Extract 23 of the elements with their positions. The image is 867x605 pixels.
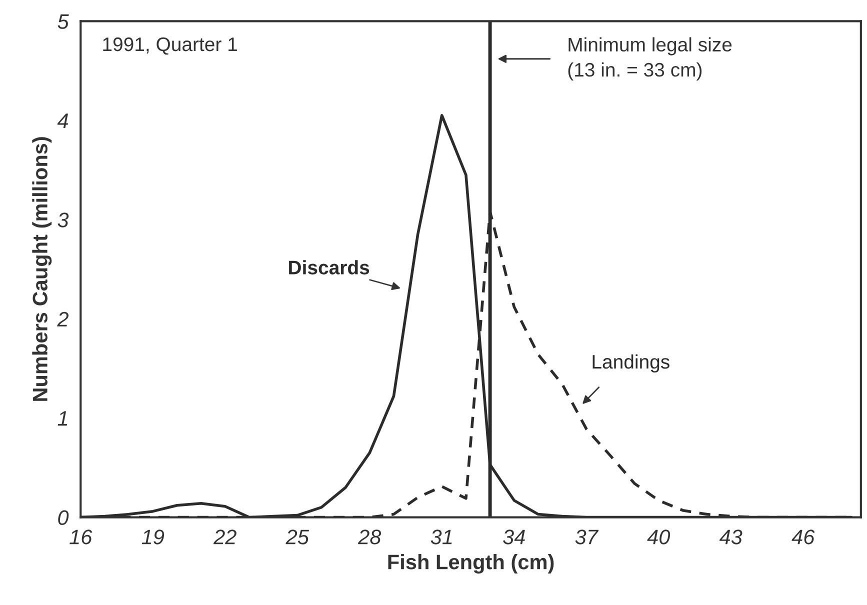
y-tick-label: 1 — [58, 411, 68, 426]
y-tick-label: 5 — [58, 14, 69, 29]
text: Discards — [289, 260, 370, 274]
x-tick-label: 43 — [719, 530, 742, 544]
x-tick-label: 34 — [503, 530, 525, 544]
x-tick-label: 28 — [358, 530, 382, 544]
y-axis-title: Numbers Caught (millions) — [32, 137, 52, 401]
x-tick-label: 31 — [430, 530, 452, 544]
x-axis-title: Fish Length (cm) — [388, 554, 554, 574]
y-tick-label: 0 — [58, 510, 69, 526]
annotation: 1991, Quarter 1 — [103, 37, 237, 55]
y-tick-label: 3 — [58, 212, 69, 228]
x-tick-label: 37 — [575, 530, 599, 544]
y-tick-label: 2 — [57, 312, 69, 326]
x-tick-label: 40 — [647, 530, 670, 544]
x-tick-label: 25 — [286, 530, 310, 544]
x-tick-label: 46 — [792, 530, 815, 544]
ref-line-label: Minimum legal size (13 in. = 33 cm) — [568, 37, 732, 81]
series-label: Landings — [592, 354, 670, 373]
x-tick-label: 22 — [213, 530, 236, 544]
x-tick-label: 19 — [142, 530, 164, 544]
y-tick-label: 4 — [57, 114, 68, 128]
x-tick-label: 16 — [70, 530, 92, 544]
